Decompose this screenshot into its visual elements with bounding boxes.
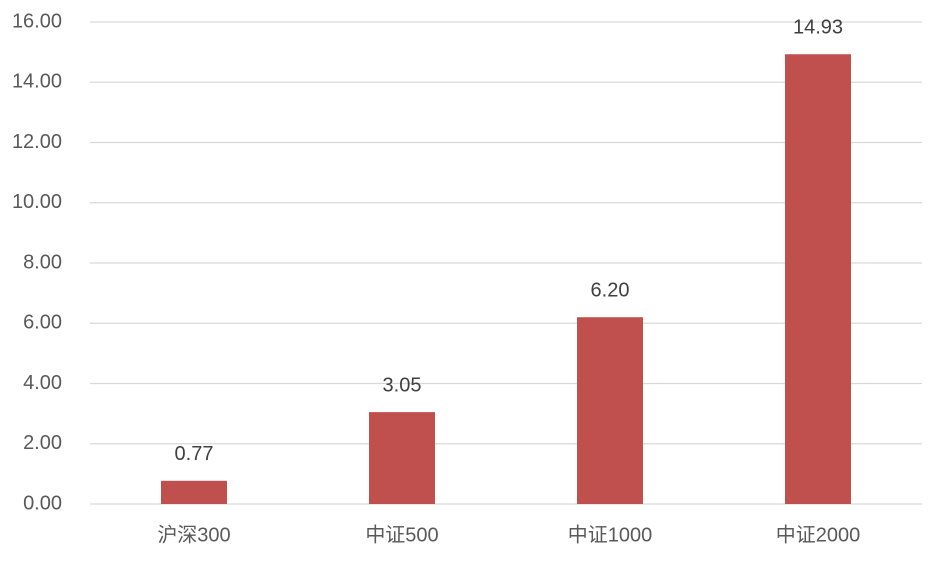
value-label: 0.77 [175, 443, 214, 465]
bar [577, 317, 643, 504]
y-tick-label: 14.00 [12, 71, 62, 93]
x-tick-label: 中证500 [365, 523, 438, 546]
x-tick-label: 沪深300 [157, 523, 230, 546]
y-tick-label: 6.00 [23, 312, 62, 334]
y-tick-label: 16.00 [12, 10, 62, 32]
x-tick-label: 中证2000 [776, 523, 861, 546]
y-tick-label: 10.00 [12, 191, 62, 213]
x-tick-label: 中证1000 [568, 523, 653, 546]
y-tick-label: 2.00 [23, 432, 62, 454]
y-tick-label: 12.00 [12, 131, 62, 153]
value-label: 6.20 [591, 280, 630, 302]
value-label: 14.93 [793, 17, 843, 39]
bar [369, 412, 435, 504]
value-label: 3.05 [383, 374, 422, 396]
bar [785, 54, 851, 504]
y-tick-label: 0.00 [23, 492, 62, 514]
y-tick-label: 8.00 [23, 251, 62, 273]
y-tick-label: 4.00 [23, 372, 62, 394]
bar [161, 480, 227, 504]
